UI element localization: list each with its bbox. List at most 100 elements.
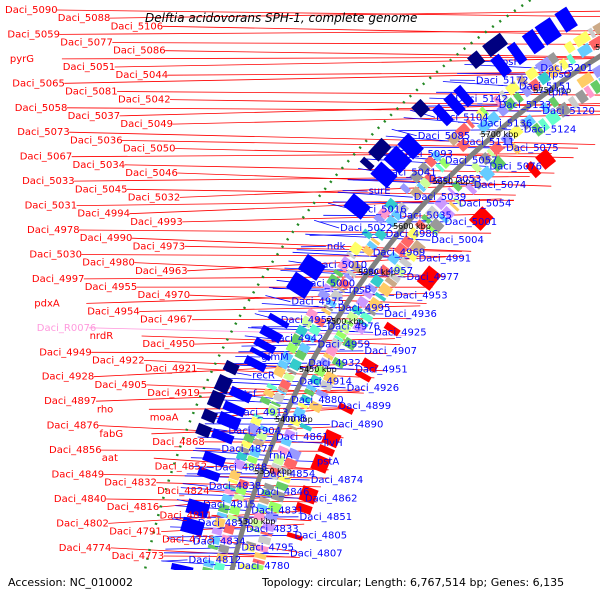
left-gene-label: Daci_4928 <box>42 372 95 383</box>
category-block <box>292 406 306 420</box>
left-gene-label: Daci_4905 <box>95 380 148 391</box>
category-block <box>248 445 262 459</box>
category-block <box>516 74 529 87</box>
kbp-scale: 5800 kbp 5750 kbp 5700 kbp 5650 kbp 5600 kbp… <box>236 43 600 526</box>
category-block <box>280 351 294 364</box>
right-gene-label: ilvH <box>324 438 343 449</box>
category-block <box>268 404 280 413</box>
category-block <box>340 255 353 267</box>
category-block <box>479 106 490 117</box>
left-gene-label: Daci_5050 <box>123 144 176 155</box>
category-block <box>479 152 492 166</box>
right-gene-label: Daci_5104 <box>436 112 489 123</box>
category-block <box>268 466 281 476</box>
category-block <box>508 124 524 139</box>
category-block <box>499 90 509 101</box>
category-block <box>583 85 595 99</box>
category-block <box>226 514 238 522</box>
right-gene-label: Daci_5041 <box>384 168 437 179</box>
left-leader-line <box>172 114 600 125</box>
right-gene-label: rnhA <box>269 450 293 461</box>
category-block <box>451 180 463 192</box>
category-block <box>271 462 282 470</box>
category-block <box>259 396 271 406</box>
category-block <box>272 392 285 403</box>
left-leader-line <box>189 294 427 304</box>
category-block <box>414 219 427 232</box>
reverse-gene <box>185 498 211 519</box>
category-block <box>409 186 424 200</box>
category-block <box>239 563 251 571</box>
category-block <box>298 342 311 354</box>
right-gene-label: Daci_5057 <box>445 155 498 166</box>
right-gene-label: Daci_4831 <box>251 506 304 517</box>
left-gene-label: Daci_4876 <box>47 421 100 432</box>
left-gene-label: Daci_4921 <box>145 364 198 375</box>
right-leader-line <box>347 179 473 186</box>
category-block <box>260 530 273 537</box>
category-block <box>470 161 482 174</box>
right-gene-label: Daci_4813 <box>198 518 251 529</box>
reverse-gene <box>213 374 233 395</box>
reverse-gene <box>259 324 283 344</box>
forward-gene <box>286 531 304 541</box>
category-block <box>366 240 378 251</box>
right-leader-line <box>182 483 208 487</box>
reverse-gene <box>222 359 240 376</box>
category-block <box>563 40 576 54</box>
category-block <box>406 226 421 241</box>
category-block <box>513 91 524 104</box>
category-block <box>272 453 286 466</box>
category-block <box>333 268 344 278</box>
kbp-tick-label: 5350 kbp <box>254 467 292 476</box>
right-gene-label: Daci_5035 <box>399 211 452 222</box>
category-block <box>361 289 374 300</box>
left-leader-line <box>91 351 388 355</box>
category-block <box>255 430 268 442</box>
left-gene-label: Daci_4802 <box>56 518 109 529</box>
category-block <box>537 71 551 86</box>
category-block <box>223 523 236 535</box>
category-block <box>322 370 338 385</box>
category-block <box>343 318 354 328</box>
right-gene-label: Daci_5010 <box>315 260 368 271</box>
category-block <box>280 437 293 447</box>
category-block <box>500 132 515 147</box>
right-gene-label: Daci_4914 <box>299 377 352 388</box>
right-gene-label: tpiA <box>548 88 568 99</box>
left-leader-line <box>109 10 600 19</box>
kbp-tick-label: 5800 kbp <box>595 43 600 52</box>
category-block <box>278 378 292 391</box>
left-gene-label: Daci_4980 <box>82 258 135 269</box>
category-block <box>404 249 418 263</box>
category-block <box>424 155 437 168</box>
category-block <box>448 201 460 212</box>
reverse-gene <box>359 156 375 171</box>
right-gene-label: Daci_4812 <box>189 555 242 566</box>
right-gene-label: Daci_4904 <box>228 426 281 437</box>
left-gene-label: Daci_5049 <box>120 119 173 130</box>
forward-gene <box>468 206 494 231</box>
right-leader-line <box>188 465 214 469</box>
kbp-tick-label: 5600 kbp <box>393 222 431 231</box>
category-block <box>400 234 414 249</box>
left-gene-label: Daci_4852 <box>155 461 208 472</box>
category-block <box>465 182 478 195</box>
left-leader-line <box>59 30 600 35</box>
category-block <box>285 342 299 354</box>
category-block <box>470 177 483 190</box>
category-block <box>313 316 326 328</box>
left-gene-label: Daci_4773 <box>112 551 165 562</box>
category-block <box>299 422 313 432</box>
category-block <box>223 488 235 496</box>
reverse-gene <box>453 84 475 108</box>
category-block <box>433 196 448 211</box>
category-block <box>283 428 296 440</box>
right-gene-label: Daci_4926 <box>347 383 400 394</box>
right-gene-label: Daci_4913 <box>236 407 289 418</box>
left-gene-label: Daci_4967 <box>140 315 193 326</box>
category-block <box>362 245 375 257</box>
right-gene-label: Daci_4833 <box>246 524 299 535</box>
category-block <box>555 101 572 118</box>
category-block <box>277 386 288 393</box>
